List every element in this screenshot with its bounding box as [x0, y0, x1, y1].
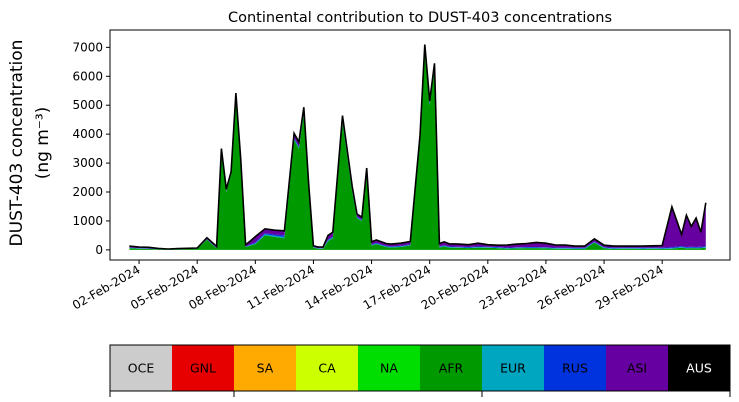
legend-swatch-sa — [234, 345, 296, 391]
legend-frame — [109, 344, 731, 392]
y-tick-label: 3000 — [72, 156, 103, 170]
legend-swatch-rus — [544, 345, 606, 391]
legend-label-asi: ASI — [627, 361, 647, 376]
legend-swatch-eur — [482, 345, 544, 391]
axes: 0100020003000400050006000700002-Feb-2024… — [70, 29, 731, 312]
y-tick-label: 5000 — [72, 98, 103, 112]
y-tick-label: 2000 — [72, 185, 103, 199]
legend-swatch-na — [358, 345, 420, 391]
legend-swatch-ca — [296, 345, 358, 391]
legend-label-gnl: GNL — [190, 361, 216, 376]
legend-label-sa: SA — [257, 361, 274, 376]
legend: OCE GNL SA CA NA AFR EUR RUS ASI AUS — [109, 344, 731, 397]
area-series-afr — [129, 50, 706, 250]
y-tick-label: 4000 — [72, 127, 103, 141]
legend-swatch-gnl — [172, 345, 234, 391]
y-tick-label: 7000 — [72, 40, 103, 54]
legend-label-rus: RUS — [562, 361, 588, 376]
legend-swatch-oce — [110, 345, 172, 391]
legend-swatch-aus — [668, 345, 730, 391]
plot-area — [129, 44, 707, 250]
legend-label-eur: EUR — [500, 361, 526, 376]
legend-label-ca: CA — [318, 361, 336, 376]
y-tick-label: 1000 — [72, 214, 103, 228]
chart-title: Continental contribution to DUST-403 con… — [228, 10, 612, 26]
plot-frame — [109, 29, 731, 261]
legend-swatch-afr — [420, 345, 482, 391]
legend-label-oce: OCE — [128, 361, 155, 376]
legend-swatch-asi — [606, 345, 668, 391]
y-axis-label: DUST-403 concentration (ng m⁻³) — [7, 40, 53, 247]
y-axis-label-line1: DUST-403 concentration — [7, 40, 27, 247]
legend-label-afr: AFR — [439, 361, 464, 376]
y-tick-label: 6000 — [72, 69, 103, 83]
y-axis-label-line2: (ng m⁻³) — [33, 107, 53, 180]
y-tick-label: 0 — [95, 243, 103, 257]
total-concentration-line — [129, 44, 707, 250]
legend-label-na: NA — [380, 361, 398, 376]
legend-label-aus: AUS — [686, 361, 712, 376]
